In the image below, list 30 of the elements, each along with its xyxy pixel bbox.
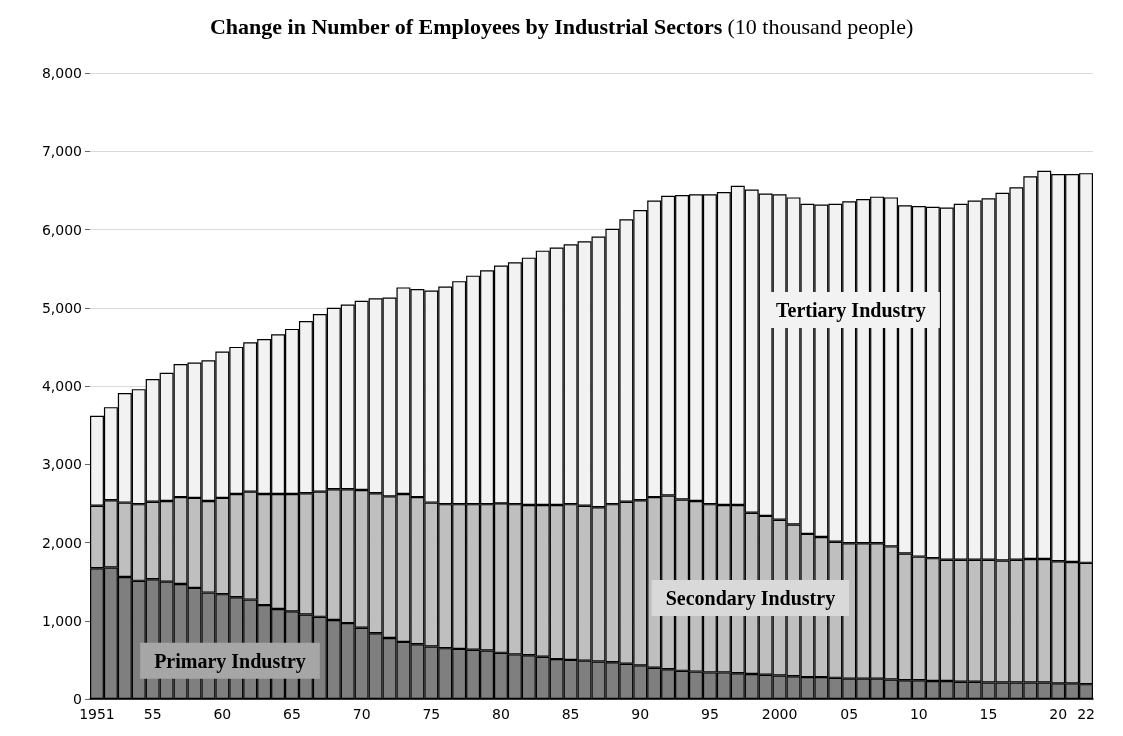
x-tick-label: 2000 (761, 706, 798, 722)
chart-title: Change in Number of Employees by Industrial Sectors (209, 13, 723, 39)
y-tick-label: 2,000 (41, 534, 82, 551)
x-tick-label: 05 (840, 706, 859, 722)
y-tick-label: 5,000 (41, 299, 82, 316)
x-tick-label: 60 (213, 706, 232, 722)
y-tick-label: 1,000 (41, 612, 82, 629)
y-tick-label: 6,000 (41, 221, 82, 238)
x-tick-label: 15 (979, 706, 998, 722)
y-tick-label: 0 (73, 691, 82, 707)
x-tick-label: 22 (1077, 706, 1095, 722)
y-tick-label: 3,000 (41, 456, 82, 473)
y-tick-label: 4,000 (41, 378, 82, 394)
series-label: Secondary Industry (665, 587, 836, 611)
x-tick-label: 90 (631, 706, 650, 722)
x-tick-label: 1951 (79, 706, 115, 722)
x-tick-label: 75 (422, 706, 441, 722)
y-tick-label: 7,000 (41, 143, 82, 160)
x-tick-label: 20 (1049, 706, 1068, 722)
x-tick-label: 85 (561, 706, 580, 722)
x-tick-label: 80 (492, 706, 510, 722)
x-tick-label: 55 (143, 706, 162, 722)
x-tick-label: 65 (283, 706, 301, 722)
x-tick-label: 10 (909, 706, 928, 722)
series-label: Primary Industry (154, 649, 306, 673)
y-tick-label: 8,000 (41, 65, 82, 81)
x-tick-label: 70 (352, 706, 371, 722)
y-axis-title: (10 thousand people) (727, 13, 914, 39)
series-label: Tertiary Industry (776, 299, 926, 323)
x-tick-label: 95 (701, 706, 719, 722)
